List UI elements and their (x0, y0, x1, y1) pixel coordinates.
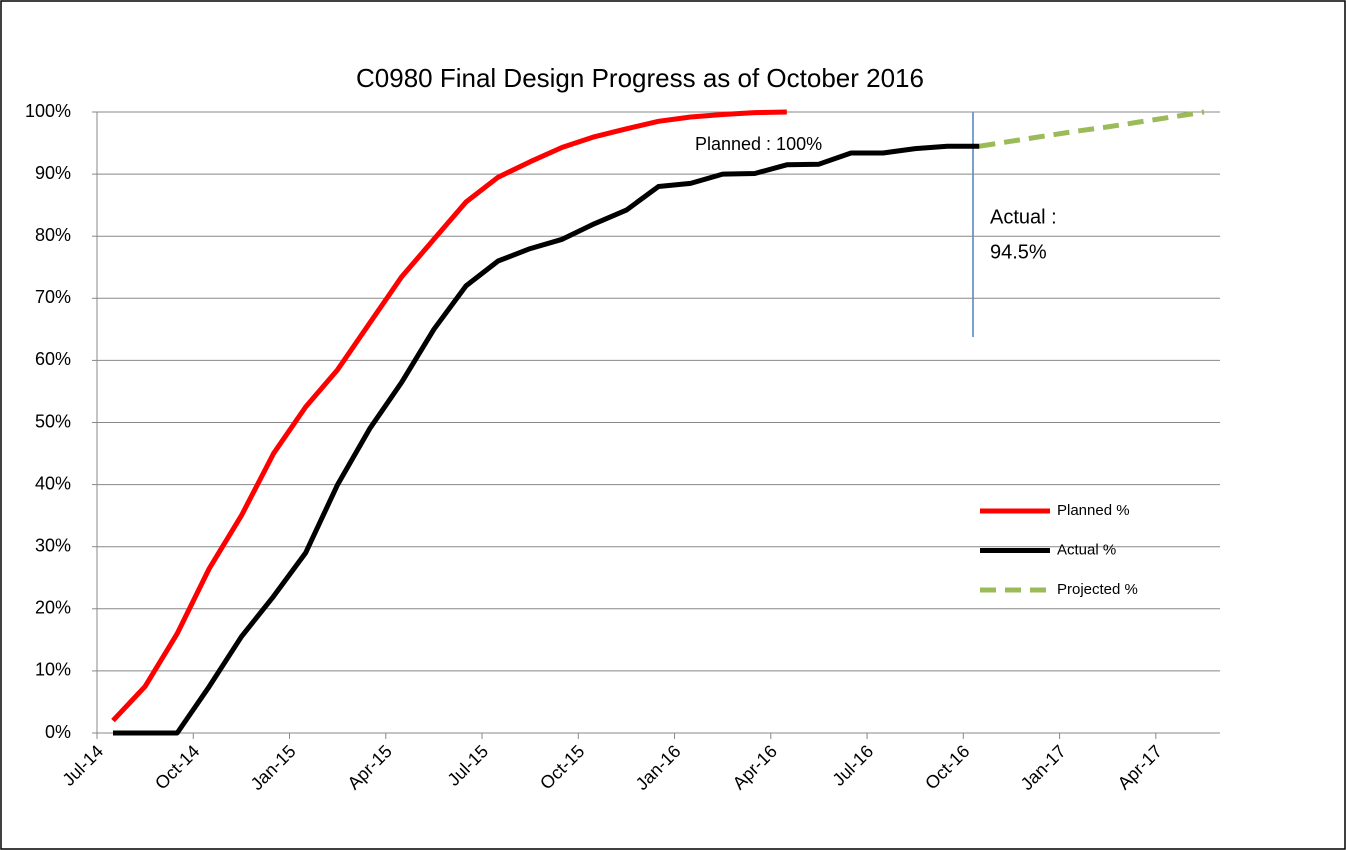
annotation: Planned : 100% (695, 134, 822, 154)
y-tick-label: 60% (35, 349, 71, 369)
line-series (113, 143, 980, 736)
y-tick-label: 20% (35, 598, 71, 618)
y-tick-label: 50% (35, 411, 71, 431)
annotation: Actual : (990, 206, 1057, 228)
y-tick-label: 100% (25, 101, 71, 121)
y-tick-label: 80% (35, 225, 71, 245)
y-tick-label: 90% (35, 163, 71, 183)
line-series (979, 109, 1205, 149)
y-tick-label: 0% (45, 722, 71, 742)
legend-label: Projected % (1057, 581, 1138, 598)
y-tick-label: 30% (35, 535, 71, 555)
y-tick-label: 10% (35, 660, 71, 680)
legend-label: Actual % (1057, 541, 1116, 558)
line-series (111, 109, 787, 723)
annotation: 94.5% (990, 241, 1047, 263)
legend-label: Planned % (1057, 502, 1130, 519)
chart-title: C0980 Final Design Progress as of Octobe… (356, 63, 924, 93)
y-tick-label: 40% (35, 473, 71, 493)
y-tick-label: 70% (35, 287, 71, 307)
